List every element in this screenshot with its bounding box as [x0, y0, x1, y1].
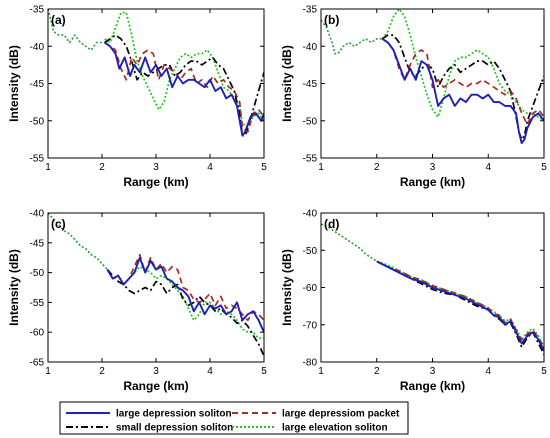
x-tick-label: 1	[318, 366, 324, 377]
series-line-les	[381, 9, 544, 122]
panel-b: 1 2 3 4 5 -35 -40 -45 -50 -55 Range (km) Intensity …	[280, 5, 547, 190]
y-tick-label: -40	[30, 209, 45, 220]
x-tick-label: 4	[485, 162, 491, 173]
axes-frame	[47, 212, 265, 363]
y-tick-label: -55	[30, 298, 45, 309]
panel-c: 1 2 3 4 5 -40 -45 -50 -55 -60 -65 Range (km) Intensi…	[7, 209, 267, 394]
y-axis-label: Intensity (dB)	[7, 45, 21, 122]
series-line-sds	[106, 269, 264, 357]
y-axis-label: Intensity (dB)	[280, 249, 294, 326]
x-tick-label: 4	[485, 366, 491, 377]
x-tick-label: 4	[207, 162, 213, 173]
series-line-sds	[376, 260, 544, 355]
series-line-lds	[381, 38, 544, 145]
y-axis-label: Intensity (dB)	[7, 249, 21, 326]
y-axis-label: Intensity (dB)	[280, 45, 294, 122]
y-tick-label: -50	[303, 116, 318, 127]
x-tick-label: 3	[430, 162, 436, 173]
y-tick-label: -40	[303, 209, 318, 220]
y-tick-label: -35	[303, 5, 318, 16]
series-line-lds	[106, 256, 264, 333]
x-tick-label: 2	[99, 162, 105, 173]
x-tick-label: 5	[541, 366, 547, 377]
x-tick-label: 3	[153, 366, 159, 377]
legend-label-sds: small depression soliton	[116, 423, 233, 434]
y-tick-label: -65	[30, 358, 45, 369]
y-tick-label: -45	[30, 79, 45, 90]
panel-label: (b)	[324, 13, 339, 27]
x-tick-label: 2	[374, 162, 380, 173]
series-line-ldp	[104, 41, 264, 133]
x-tick-label: 5	[261, 366, 267, 377]
series-line-ldp	[376, 260, 544, 348]
x-tick-label: 2	[374, 366, 380, 377]
y-tick-label: -70	[303, 320, 318, 331]
legend-label-les: large elevation soliton	[282, 423, 388, 434]
panel-a: 1 2 3 4 5 -35 -40 -45 -50 -55 Range (km) Intensity …	[7, 5, 267, 190]
series-line-ldp	[106, 253, 264, 322]
y-tick-label: -55	[30, 154, 45, 165]
x-tick-label: 2	[99, 366, 105, 377]
y-tick-label: -60	[30, 328, 45, 339]
x-tick-label: 3	[153, 162, 159, 173]
y-tick-label: -40	[30, 42, 45, 53]
x-axis-label: Range (km)	[400, 175, 465, 189]
legend-label-lds: large depression soliton	[116, 409, 232, 420]
panel-label: (d)	[324, 217, 339, 231]
y-tick-label: -45	[30, 238, 45, 249]
series-line-lds	[376, 260, 544, 352]
panel-label: (a)	[51, 13, 66, 27]
x-tick-label: 5	[261, 162, 267, 173]
y-tick-label: -40	[303, 42, 318, 53]
series-line-sds	[104, 34, 264, 137]
series-line-shared	[321, 223, 378, 263]
x-axis-label: Range (km)	[123, 175, 188, 189]
y-tick-label: -60	[303, 283, 318, 294]
series-line-lds	[104, 41, 264, 137]
legend: large depression soliton large depressiom…	[59, 401, 409, 435]
legend-box	[59, 401, 409, 435]
series-line-shared	[48, 9, 105, 51]
series-line-shared	[48, 213, 108, 271]
legend-label-ldp: large depressiom packet	[282, 409, 400, 420]
y-tick-label: -50	[30, 116, 45, 127]
series-line-shared	[321, 19, 383, 55]
panel-d: 1 2 3 4 5 -40 -50 -60 -70 -80 Range (km) Intensity …	[280, 209, 547, 394]
x-tick-label: 3	[430, 366, 436, 377]
x-axis-label: Range (km)	[400, 379, 465, 393]
x-tick-label: 1	[318, 162, 324, 173]
chart-panels: 1 2 3 4 5 -35 -40 -45 -50 -55 Range (km) Intensity …	[7, 5, 547, 394]
x-tick-label: 5	[541, 162, 547, 173]
series-line-sds	[381, 34, 544, 141]
y-tick-label: -50	[303, 246, 318, 257]
series-line-ldp	[381, 38, 544, 126]
x-tick-label: 1	[45, 162, 51, 173]
panel-label: (c)	[51, 217, 66, 231]
y-tick-label: -80	[303, 358, 318, 369]
x-tick-label: 4	[207, 366, 213, 377]
y-tick-label: -45	[303, 79, 318, 90]
y-tick-label: -55	[303, 154, 318, 165]
y-tick-label: -35	[30, 5, 45, 16]
x-tick-label: 1	[45, 366, 51, 377]
x-axis-label: Range (km)	[123, 379, 188, 393]
y-tick-label: -50	[30, 268, 45, 279]
